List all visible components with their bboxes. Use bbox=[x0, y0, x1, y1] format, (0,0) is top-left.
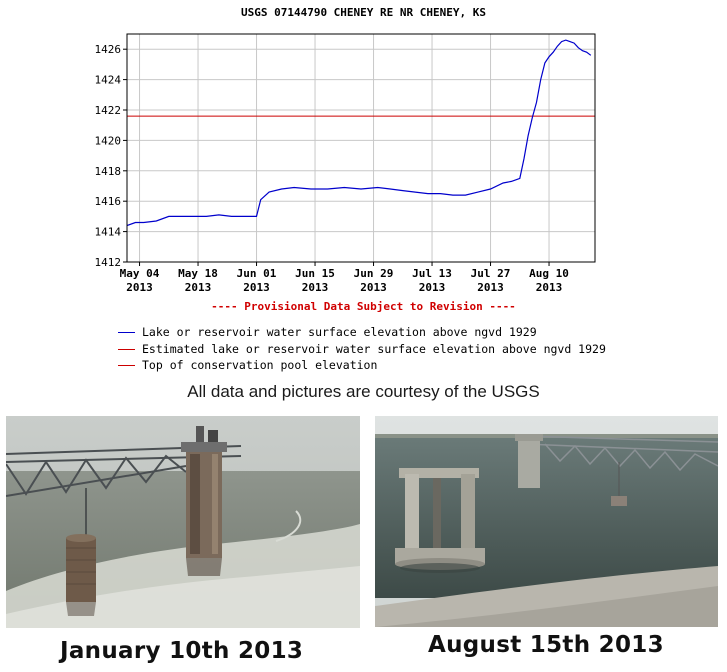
x-tick-year-label: 2013 bbox=[126, 281, 153, 294]
y-tick-label: 1412 bbox=[95, 256, 122, 269]
x-tick-year-label: 2013 bbox=[302, 281, 329, 294]
x-tick-label: Jul 27 bbox=[471, 267, 511, 280]
legend-label: Top of conservation pool elevation bbox=[142, 358, 378, 372]
y-tick-label: 1422 bbox=[95, 104, 122, 117]
y-tick-label: 1416 bbox=[95, 195, 122, 208]
x-tick-year-label: 2013 bbox=[419, 281, 446, 294]
y-tick-label: 1420 bbox=[95, 134, 122, 147]
x-tick-year-label: 2013 bbox=[185, 281, 212, 294]
y-tick-label: 1418 bbox=[95, 165, 122, 178]
legend-label: Estimated lake or reservoir water surfac… bbox=[142, 342, 606, 356]
y-tick-label: 1414 bbox=[95, 226, 122, 239]
provisional-note: ---- Provisional Data Subject to Revisio… bbox=[211, 300, 516, 313]
x-tick-label: Jun 15 bbox=[295, 267, 335, 280]
chart-title: USGS 07144790 CHENEY RE NR CHENEY, KS bbox=[240, 6, 487, 19]
legend-item-estimated: Estimated lake or reservoir water surfac… bbox=[118, 341, 606, 357]
legend-item-pool: Top of conservation pool elevation bbox=[118, 357, 377, 373]
x-tick-year-label: 2013 bbox=[243, 281, 270, 294]
y-tick-label: 1426 bbox=[95, 43, 122, 56]
x-tick-year-label: 2013 bbox=[360, 281, 387, 294]
legend-swatch-red bbox=[118, 364, 135, 366]
january-reservoir-photo bbox=[6, 416, 360, 628]
x-tick-year-label: 2013 bbox=[477, 281, 504, 294]
y-tick-label: 1424 bbox=[95, 74, 122, 87]
credit-text: All data and pictures are courtesy of th… bbox=[187, 382, 540, 401]
x-tick-label: May 18 bbox=[178, 267, 218, 280]
x-tick-label: May 04 bbox=[120, 267, 160, 280]
x-tick-label: Jul 13 bbox=[412, 267, 452, 280]
chart-grid bbox=[127, 34, 595, 263]
x-tick-year-label: 2013 bbox=[536, 281, 563, 294]
legend-label: Lake or reservoir water surface elevatio… bbox=[142, 325, 537, 339]
x-tick-label: Jun 29 bbox=[354, 267, 394, 280]
legend-item-observed: Lake or reservoir water surface elevatio… bbox=[118, 324, 537, 340]
january-caption: January 10th 2013 bbox=[60, 638, 304, 664]
x-tick-label: Jun 01 bbox=[237, 267, 277, 280]
elevation-series-line bbox=[126, 39, 592, 227]
plot-frame bbox=[126, 33, 596, 263]
x-tick-label: Aug 10 bbox=[529, 267, 569, 280]
august-caption: August 15th 2013 bbox=[428, 632, 664, 658]
legend-swatch-red bbox=[118, 348, 135, 350]
legend-swatch-blue bbox=[118, 331, 135, 333]
august-reservoir-photo bbox=[375, 416, 718, 627]
